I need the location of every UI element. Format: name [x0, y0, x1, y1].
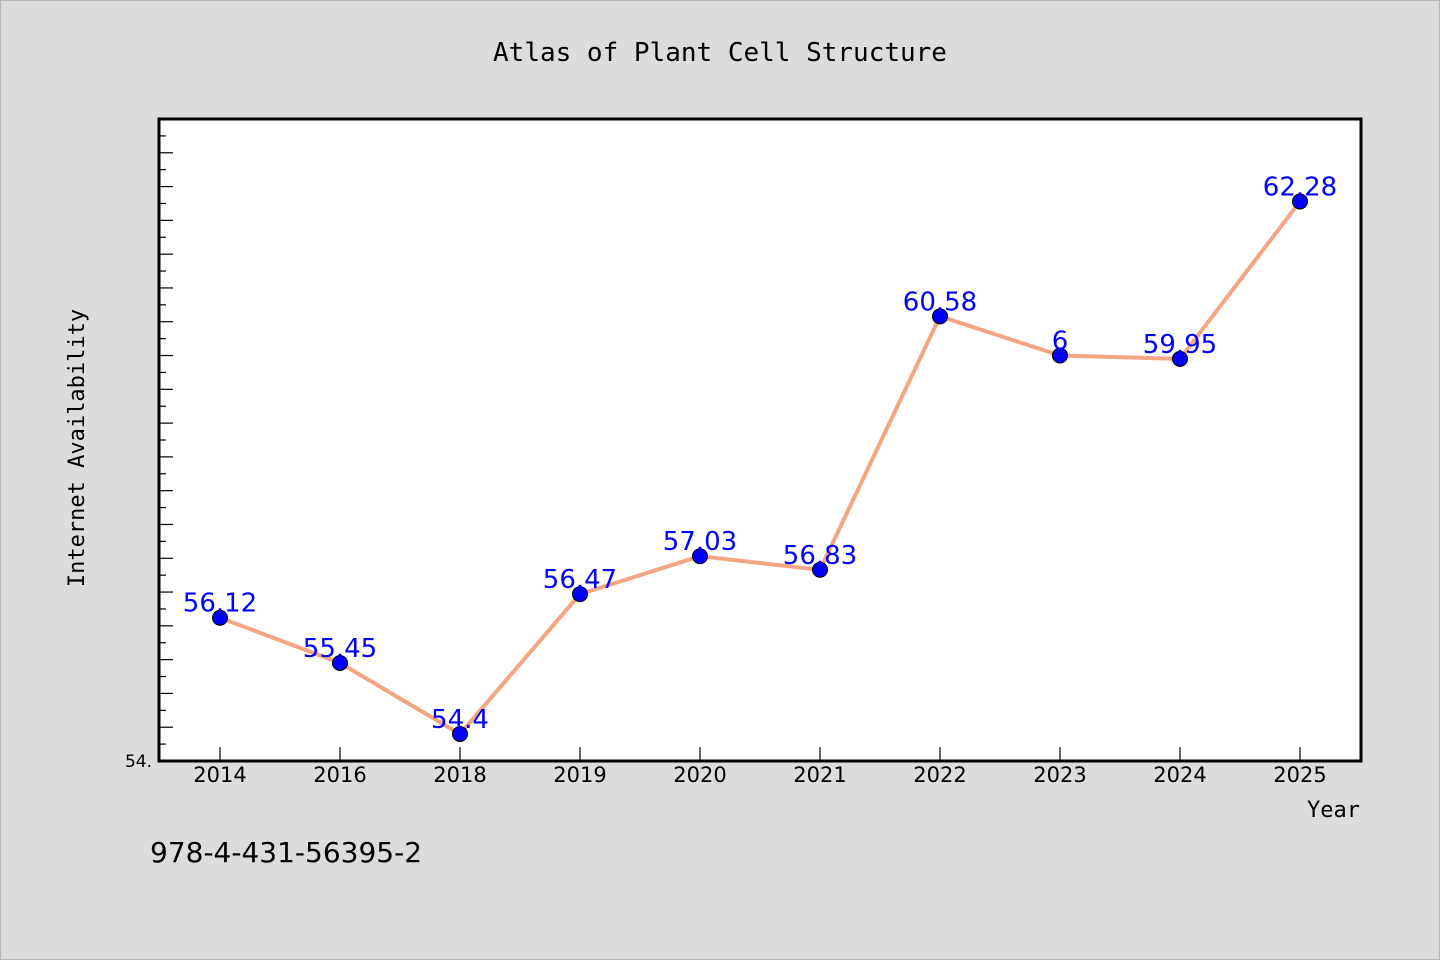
data-point-2016	[332, 655, 348, 672]
x-tick-labels: 2014 2016 2018 2019 2020 2021 2022 2023 2024 2025	[193, 763, 1326, 787]
x-tick-label-2018: 2018	[433, 763, 486, 787]
data-label-2025: 62.28	[1263, 172, 1337, 202]
x-tick-label-2023: 2023	[1033, 763, 1086, 787]
x-tick-label-2024: 2024	[1153, 763, 1206, 787]
data-point-2019	[572, 586, 588, 603]
y-axis-ticks	[159, 118, 173, 762]
data-point-2023	[1052, 347, 1068, 364]
series-markers	[212, 193, 1308, 742]
series-line-path	[218, 199, 1302, 736]
data-labels: 56.12 55.45 54.4 56.47 57.03 56.83 60.58 6 59.95…	[183, 172, 1337, 735]
x-tick-label-2016: 2016	[313, 763, 366, 787]
data-label-2016: 55.45	[303, 634, 377, 664]
footer-isbn-text: 978-4-431-56395-2	[150, 836, 422, 869]
data-point-2021	[812, 561, 828, 578]
data-label-2023: 6	[1052, 327, 1069, 357]
series-line	[218, 199, 1302, 736]
data-label-2022: 60.58	[903, 287, 977, 317]
data-label-2024: 59.95	[1143, 330, 1217, 360]
plot-area	[157, 117, 1363, 763]
data-label-2014: 56.12	[183, 589, 257, 619]
x-tick-label-2020: 2020	[673, 763, 726, 787]
x-tick-label-2025: 2025	[1273, 763, 1326, 787]
x-tick-label-2014: 2014	[193, 763, 246, 787]
x-tick-label-2022: 2022	[913, 763, 966, 787]
data-point-2022	[932, 308, 948, 325]
data-label-2019: 56.47	[543, 565, 617, 595]
x-axis-ticks	[219, 747, 1301, 761]
data-point-2020	[692, 548, 708, 565]
x-axis-label: Year	[1307, 798, 1360, 823]
x-tick-label-2019: 2019	[553, 763, 606, 787]
y-axis-label: Internet Availability	[65, 309, 90, 587]
data-point-2014	[212, 609, 228, 626]
data-label-2018: 54.4	[431, 705, 489, 735]
y-tick-label: 54.	[125, 752, 152, 772]
chart-title: Atlas of Plant Cell Structure	[493, 38, 947, 68]
data-point-2025	[1292, 193, 1308, 210]
data-label-2020: 57.03	[663, 527, 737, 557]
x-tick-label-2021: 2021	[793, 763, 846, 787]
data-point-2018	[452, 725, 468, 742]
data-label-2021: 56.83	[783, 541, 857, 571]
data-point-2024	[1172, 350, 1188, 367]
